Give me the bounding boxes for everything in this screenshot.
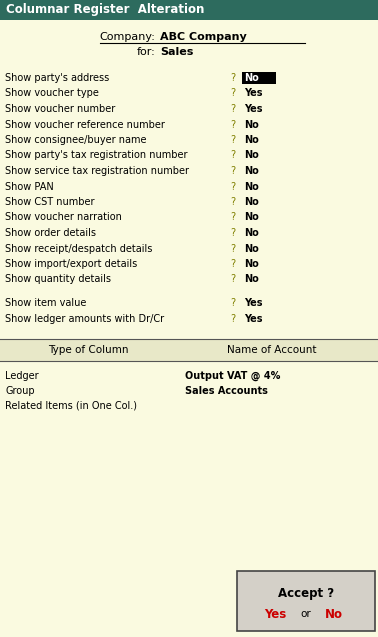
Text: No: No [244, 182, 259, 192]
Text: Show receipt/despatch details: Show receipt/despatch details [5, 243, 152, 254]
Text: No: No [244, 135, 259, 145]
Text: ?: ? [231, 135, 235, 145]
Text: or: or [301, 609, 311, 619]
Text: No: No [244, 166, 259, 176]
FancyBboxPatch shape [242, 72, 276, 84]
Text: ?: ? [231, 150, 235, 161]
Text: ?: ? [231, 182, 235, 192]
Text: No: No [244, 73, 259, 83]
Text: Show voucher narration: Show voucher narration [5, 213, 122, 222]
Text: Show party's address: Show party's address [5, 73, 109, 83]
Text: Show import/export details: Show import/export details [5, 259, 137, 269]
Text: ?: ? [231, 243, 235, 254]
Text: Yes: Yes [265, 608, 287, 620]
Text: No: No [244, 275, 259, 285]
Text: for:: for: [136, 47, 155, 57]
Text: Show consignee/buyer name: Show consignee/buyer name [5, 135, 147, 145]
Text: Show quantity details: Show quantity details [5, 275, 111, 285]
Text: Related Items (in One Col.): Related Items (in One Col.) [5, 401, 137, 411]
Text: No: No [244, 259, 259, 269]
Text: Ledger: Ledger [5, 371, 39, 381]
Text: ?: ? [231, 89, 235, 99]
Text: Show service tax registration number: Show service tax registration number [5, 166, 189, 176]
Text: No: No [244, 213, 259, 222]
Text: ABC Company: ABC Company [160, 32, 247, 42]
Text: Yes: Yes [244, 298, 262, 308]
Text: Columnar Register  Alteration: Columnar Register Alteration [6, 3, 204, 17]
Text: Name of Account: Name of Account [227, 345, 317, 355]
Text: ?: ? [231, 313, 235, 324]
Text: Sales: Sales [160, 47, 194, 57]
Text: Yes: Yes [244, 313, 262, 324]
Text: ?: ? [231, 275, 235, 285]
Text: Accept ?: Accept ? [278, 587, 334, 599]
Text: ?: ? [231, 104, 235, 114]
Text: ?: ? [231, 120, 235, 129]
Text: Show voucher number: Show voucher number [5, 104, 115, 114]
Text: Group: Group [5, 386, 35, 396]
Text: ?: ? [231, 166, 235, 176]
Text: No: No [244, 197, 259, 207]
Text: Company:: Company: [99, 32, 155, 42]
Text: ?: ? [231, 197, 235, 207]
FancyBboxPatch shape [237, 571, 375, 631]
Text: Yes: Yes [244, 89, 262, 99]
Text: No: No [244, 150, 259, 161]
Text: Show party's tax registration number: Show party's tax registration number [5, 150, 187, 161]
Text: ?: ? [231, 298, 235, 308]
Text: ?: ? [231, 73, 235, 83]
Text: Show PAN: Show PAN [5, 182, 54, 192]
Text: ?: ? [231, 213, 235, 222]
Text: No: No [244, 243, 259, 254]
Text: No: No [244, 120, 259, 129]
Text: Type of Column: Type of Column [48, 345, 128, 355]
Text: Show item value: Show item value [5, 298, 87, 308]
Text: Show order details: Show order details [5, 228, 96, 238]
Text: ?: ? [231, 259, 235, 269]
Text: Show voucher type: Show voucher type [5, 89, 99, 99]
FancyBboxPatch shape [0, 339, 378, 361]
Text: Output VAT @ 4%: Output VAT @ 4% [185, 371, 280, 381]
Text: Show voucher reference number: Show voucher reference number [5, 120, 165, 129]
Text: Show CST number: Show CST number [5, 197, 94, 207]
Text: Show ledger amounts with Dr/Cr: Show ledger amounts with Dr/Cr [5, 313, 164, 324]
Text: No: No [244, 228, 259, 238]
Text: Yes: Yes [244, 104, 262, 114]
Text: Sales Accounts: Sales Accounts [185, 386, 268, 396]
Text: ?: ? [231, 228, 235, 238]
Text: No: No [325, 608, 342, 620]
FancyBboxPatch shape [0, 0, 378, 20]
